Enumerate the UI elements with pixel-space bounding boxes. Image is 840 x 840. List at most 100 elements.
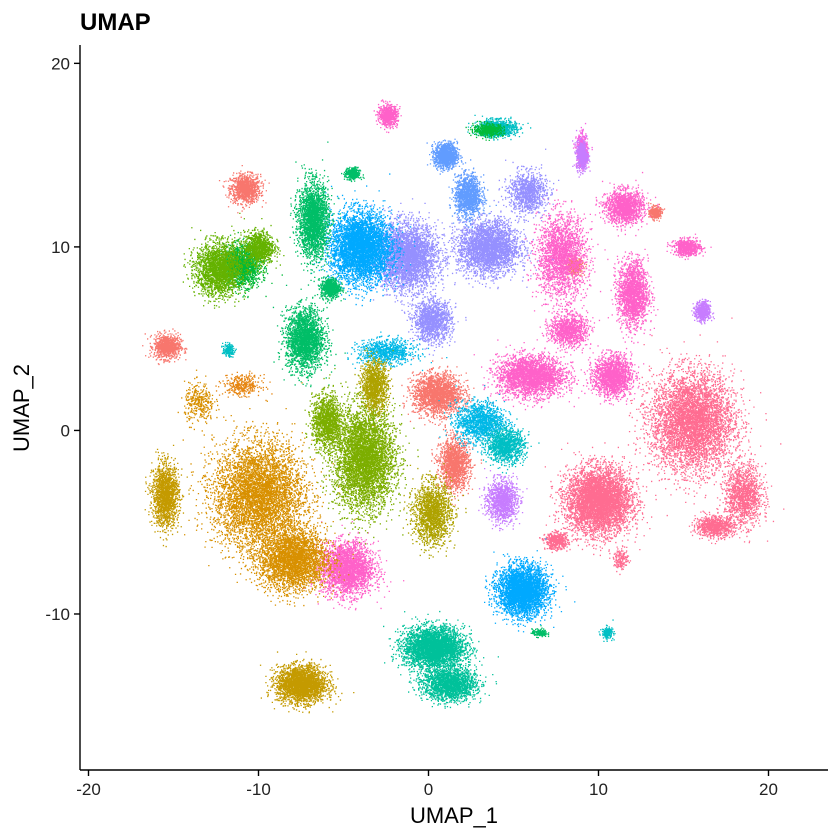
x-tick-label: 0 [424,780,433,799]
cluster-points [402,448,467,559]
cluster-points [666,233,712,261]
cluster-15 [607,234,659,344]
cluster-55 [144,444,190,548]
cluster-points [648,202,666,222]
cluster-points [215,370,273,402]
cluster-points [182,212,260,309]
cluster-points [144,444,190,548]
cluster-54 [259,651,355,714]
cluster-39 [383,610,499,683]
cluster-22 [478,456,528,532]
cluster-51 [304,374,360,464]
cluster-points [383,610,499,683]
cluster-52 [354,347,394,427]
cluster-points [235,494,355,607]
cluster-29 [426,138,464,175]
cluster-points [309,173,416,307]
cluster-points [497,148,560,223]
cluster-30 [448,159,497,229]
scatter-points [142,99,785,714]
cluster-points [607,234,659,344]
cluster-48 [182,212,260,309]
cluster-2 [401,357,491,427]
cluster-points [359,198,472,312]
cluster-points [259,651,355,714]
cluster-12 [581,332,645,406]
cluster-0 [218,165,270,218]
cluster-points [484,538,576,633]
y-tick-label: 10 [51,238,70,257]
cluster-points [437,190,554,290]
x-axis-title: UMAP_1 [410,803,498,828]
cluster-53 [402,448,467,559]
cluster-28 [497,148,560,223]
cluster-35 [476,418,540,474]
cluster-27 [403,287,467,356]
cluster-points [182,382,356,585]
cluster-10 [539,527,578,554]
cluster-32 [484,538,576,633]
cluster-42 [289,141,341,283]
cluster-13 [473,339,604,411]
y-axis-title: UMAP_2 [9,364,34,452]
cluster-59 [215,370,273,402]
x-tick-label: -10 [246,780,271,799]
cluster-points [476,418,540,474]
cluster-points [715,444,785,544]
chart-title: UMAP [80,9,151,36]
cluster-points [622,317,782,505]
cluster-41 [272,284,346,388]
cluster-58 [177,369,220,436]
cluster-33 [438,385,521,455]
y-tick-label: 0 [61,421,70,440]
cluster-49 [233,218,285,273]
cluster-9 [688,510,739,545]
x-tick-label: -20 [76,780,101,799]
cluster-points [609,545,632,576]
cluster-1 [142,328,188,366]
cluster-points [373,99,402,134]
cluster-16 [524,189,615,326]
cluster-points [539,294,601,354]
cluster-6 [544,431,668,557]
cluster-17 [666,233,712,261]
cluster-points [691,298,715,325]
cluster-18 [539,294,601,354]
cluster-57 [235,494,355,607]
cluster-points [408,649,498,709]
cluster-37 [598,619,616,642]
cluster-points [313,349,430,545]
cluster-43 [341,166,365,183]
cluster-31 [309,173,416,307]
x-tick-label: 20 [759,780,778,799]
cluster-points [304,374,360,464]
cluster-11 [609,545,632,576]
cluster-points [272,284,346,388]
cluster-points [581,332,645,406]
cluster-points [544,431,668,557]
cluster-44 [314,269,347,304]
cluster-points [341,166,365,183]
cluster-7 [622,317,782,505]
axes: -20 -10 0 10 20 -10 0 10 20 [45,45,828,799]
y-tick-label: 20 [51,54,70,73]
y-tick-label: -10 [45,605,70,624]
cluster-points [594,171,659,236]
cluster-points [688,510,739,545]
x-tick-label: 10 [589,780,608,799]
cluster-points [598,619,616,642]
cluster-23 [691,298,715,325]
cluster-points [177,369,220,436]
cluster-4 [648,202,666,222]
cluster-14 [594,171,659,236]
cluster-points [403,287,467,356]
cluster-45 [530,625,550,639]
cluster-points [401,357,491,427]
cluster-points [448,159,497,229]
cluster-25 [359,198,472,312]
cluster-points [430,423,483,506]
cluster-40 [408,649,498,709]
cluster-points [473,339,604,411]
cluster-3 [430,423,483,506]
